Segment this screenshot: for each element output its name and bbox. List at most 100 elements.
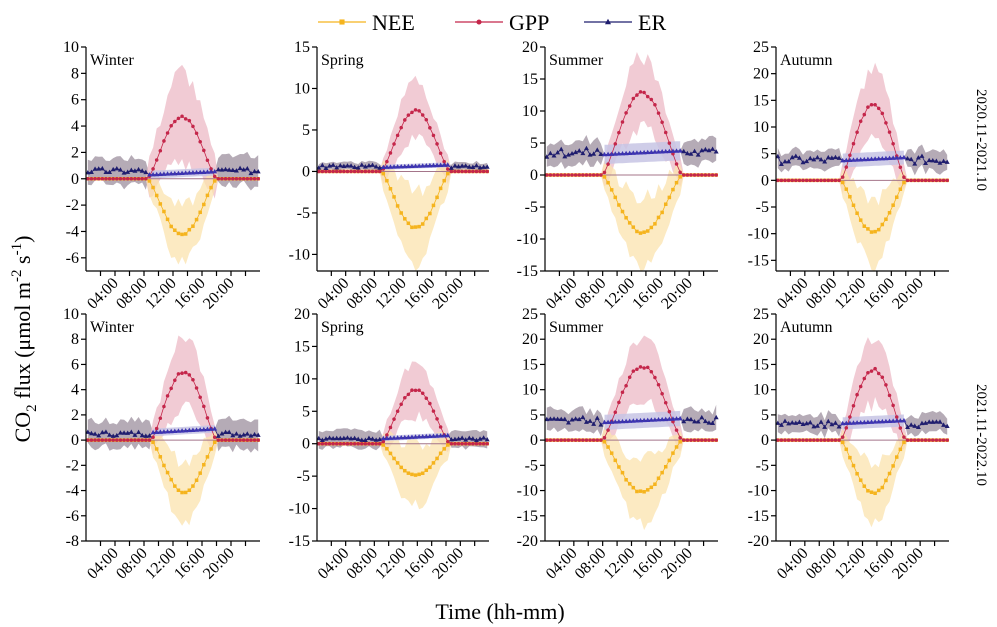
nee-point: [858, 478, 863, 482]
er-point: [402, 163, 408, 169]
er-point: [840, 157, 846, 163]
er-point: [778, 422, 784, 427]
nee-point: [898, 187, 903, 191]
nee-point: [151, 440, 155, 445]
x-tick-label: 04:00: [315, 275, 353, 313]
er-point: [165, 428, 171, 434]
gpp-point: [223, 177, 228, 181]
panel-summer-1: -15 -10 -5 0 5 10 15 20 04:0008:0012:0016:0020:0…: [517, 39, 719, 313]
nee-point: [205, 455, 210, 459]
nee-point: [660, 210, 664, 215]
nee-point: [438, 451, 443, 456]
gpp-point: [136, 438, 141, 442]
er-point: [659, 416, 665, 422]
gpp-point: [844, 165, 849, 169]
gpp-point: [100, 438, 105, 442]
gpp-point: [338, 441, 343, 446]
er-point: [887, 155, 893, 161]
gpp-point: [869, 102, 874, 107]
nee-point: [158, 202, 163, 206]
gpp-point: [573, 438, 578, 442]
er-point: [154, 171, 160, 177]
gpp-point: [93, 177, 97, 181]
gpp-point: [819, 438, 823, 442]
er-point: [143, 169, 149, 175]
gpp-point: [331, 441, 335, 446]
gpp-point: [356, 169, 360, 174]
x-tick-label: 12:00: [142, 275, 180, 313]
nee-point: [635, 489, 639, 494]
legend-label-er: ER: [638, 10, 666, 35]
gpp-point: [779, 178, 784, 183]
gpp-point: [588, 438, 592, 442]
er-point: [427, 162, 433, 168]
gpp-point: [588, 173, 592, 177]
er-point: [663, 148, 669, 154]
gpp-point: [249, 438, 253, 442]
gpp-point: [848, 415, 852, 419]
er-point: [99, 429, 105, 435]
y-tick-label: 2: [71, 144, 79, 161]
er-point: [223, 166, 229, 172]
legend: NEE GPP ER: [318, 10, 666, 35]
gpp-point: [685, 173, 690, 177]
gpp-point: [183, 370, 188, 375]
gpp-point: [467, 441, 472, 446]
gpp-point: [93, 438, 97, 442]
er-point: [481, 435, 487, 440]
gpp-point: [96, 177, 101, 181]
gpp-point: [794, 438, 798, 442]
nee-point: [187, 227, 192, 232]
gpp-point: [374, 169, 378, 174]
y-tick-label: -2: [66, 457, 79, 474]
er-point: [843, 157, 849, 163]
gpp-point: [399, 125, 403, 130]
nee-point: [840, 440, 845, 445]
gpp-point: [674, 428, 679, 432]
er-point: [641, 417, 647, 423]
gpp-point: [866, 371, 870, 375]
gpp-point: [324, 441, 328, 446]
er-point: [580, 414, 586, 420]
nee-point: [844, 187, 849, 191]
y-tick-label: 6: [71, 92, 79, 109]
x-tick-label: 04:00: [543, 545, 581, 583]
gpp-point: [471, 441, 475, 446]
er-point: [796, 419, 802, 424]
er-point: [890, 155, 896, 160]
gpp-point: [573, 173, 578, 177]
gpp-point: [424, 117, 429, 122]
nee-point: [154, 447, 159, 451]
er-point: [370, 436, 376, 441]
gpp-point: [216, 177, 221, 181]
gpp-point: [653, 102, 657, 107]
er-point: [409, 163, 415, 169]
er-point: [146, 433, 152, 438]
nee-point: [613, 195, 618, 200]
gpp-band: [546, 52, 717, 188]
season-label: Autumn: [780, 52, 832, 69]
er-point: [933, 419, 939, 424]
er-point: [937, 419, 943, 424]
er-point: [692, 418, 698, 424]
nee-point: [209, 185, 213, 190]
gpp-point: [797, 438, 802, 442]
er-point: [822, 424, 828, 429]
nee-point: [671, 451, 675, 455]
er-point: [883, 418, 889, 424]
er-point: [103, 169, 109, 175]
gpp-point: [118, 177, 123, 181]
er-point: [789, 420, 795, 425]
er-point: [183, 427, 189, 433]
er-point: [215, 166, 221, 172]
er-point: [237, 165, 243, 171]
gpp-point: [367, 441, 371, 446]
er-point: [438, 162, 444, 167]
gpp-point: [96, 438, 101, 442]
gpp-point: [566, 173, 571, 177]
nee-point: [420, 222, 425, 226]
nee-point: [205, 193, 210, 198]
y-tick-label: 10: [522, 103, 538, 120]
er-point: [555, 416, 561, 421]
gpp-point: [241, 177, 246, 181]
